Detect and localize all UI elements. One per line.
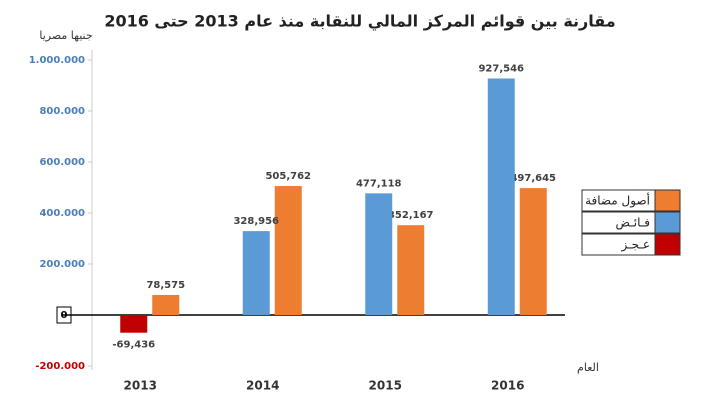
y-axis-label: جنيها مصريا bbox=[39, 29, 92, 42]
legend-label: فـائـض bbox=[616, 216, 650, 231]
legend-label: عـجـز bbox=[620, 238, 650, 253]
bar bbox=[120, 315, 148, 333]
x-tick-label: 2014 bbox=[246, 379, 279, 393]
bar bbox=[519, 188, 547, 315]
y-tick-label: -200.000 bbox=[35, 361, 85, 372]
y-tick-label: 800.000 bbox=[39, 106, 85, 117]
value-label: 328,956 bbox=[233, 216, 279, 227]
bar bbox=[274, 186, 302, 315]
value-label: 497,645 bbox=[510, 173, 556, 184]
x-tick-label: 2015 bbox=[369, 379, 402, 393]
legend-label: أصول مضافة bbox=[585, 193, 650, 209]
y-tick-label: 200.000 bbox=[39, 259, 85, 270]
y-tick-label: 1.000.000 bbox=[29, 55, 85, 66]
y-tick-label: 400.000 bbox=[39, 208, 85, 219]
value-label: 352,167 bbox=[388, 210, 434, 221]
y-tick-label: 600.000 bbox=[39, 157, 85, 168]
value-label: 78,575 bbox=[146, 280, 185, 291]
value-label: 505,762 bbox=[265, 171, 311, 182]
legend-swatch bbox=[654, 233, 681, 256]
bar bbox=[242, 231, 270, 315]
bar bbox=[487, 78, 515, 315]
value-label: 477,118 bbox=[356, 178, 402, 189]
value-label: 927,546 bbox=[478, 63, 524, 74]
bar bbox=[152, 294, 180, 315]
legend-swatch bbox=[654, 211, 681, 234]
bar bbox=[397, 225, 425, 315]
x-tick-label: 2013 bbox=[124, 379, 157, 393]
bar bbox=[365, 193, 393, 315]
legend-swatch bbox=[654, 189, 681, 212]
chart-title: مقارنة بين قوائم المركز المالي للنقابة م… bbox=[104, 12, 615, 32]
x-tick-label: 2016 bbox=[491, 379, 524, 393]
x-axis-label: العام bbox=[577, 361, 599, 374]
value-label: -69,436 bbox=[112, 340, 155, 351]
